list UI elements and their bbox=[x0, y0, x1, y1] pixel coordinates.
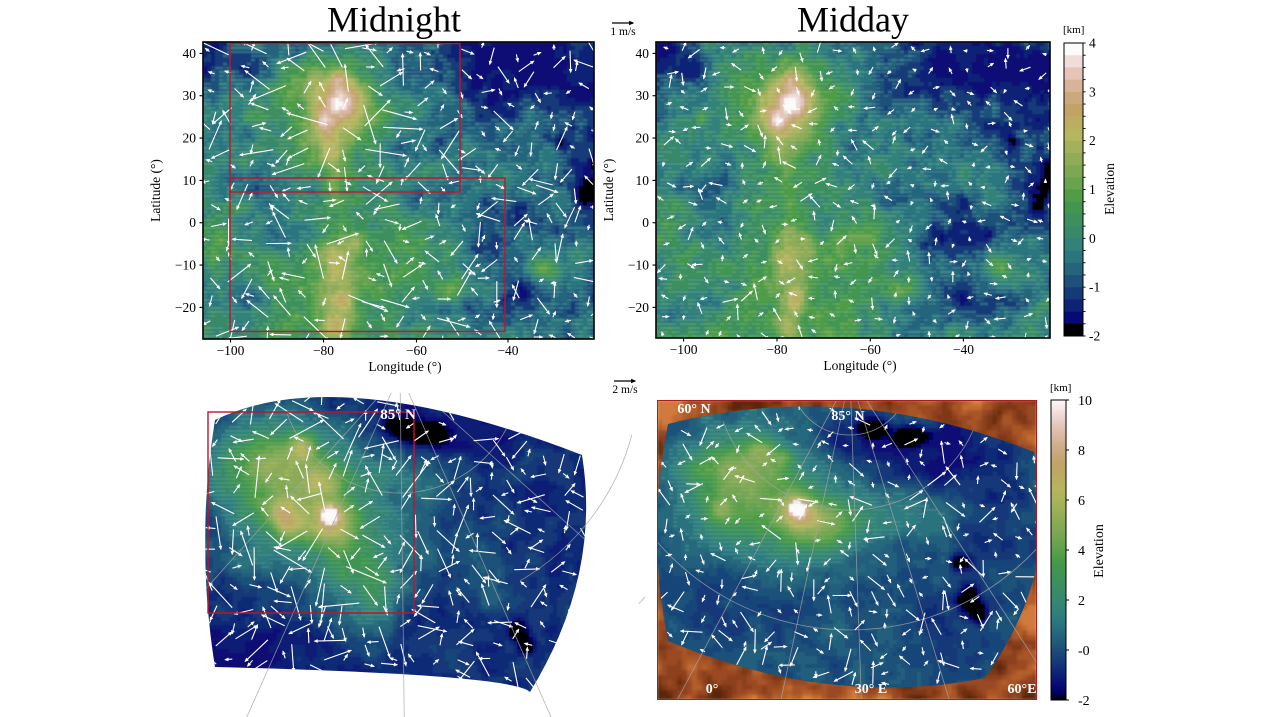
svg-text:20: 20 bbox=[183, 131, 197, 146]
svg-text:3: 3 bbox=[1089, 84, 1096, 99]
svg-text:Longitude (°): Longitude (°) bbox=[368, 359, 441, 374]
svg-text:0: 0 bbox=[1089, 231, 1096, 246]
svg-text:[km]: [km] bbox=[1063, 24, 1084, 36]
svg-text:Longitude (°): Longitude (°) bbox=[823, 358, 896, 373]
svg-text:−40: −40 bbox=[953, 342, 974, 357]
svg-text:Latitude (°): Latitude (°) bbox=[601, 159, 616, 222]
svg-text:[km]: [km] bbox=[1050, 382, 1071, 394]
svg-text:−80: −80 bbox=[313, 343, 334, 358]
svg-text:−100: −100 bbox=[670, 342, 698, 357]
svg-text:30: 30 bbox=[183, 88, 197, 103]
svg-text:−80: −80 bbox=[766, 342, 787, 357]
svg-text:−20: −20 bbox=[175, 300, 196, 315]
svg-text:60° N: 60° N bbox=[677, 402, 710, 417]
svg-text:85° N: 85° N bbox=[831, 409, 864, 424]
svg-text:0: 0 bbox=[189, 215, 196, 230]
svg-text:60°E: 60°E bbox=[1008, 682, 1037, 697]
svg-text:30: 30 bbox=[636, 88, 650, 103]
svg-text:2 m/s: 2 m/s bbox=[612, 384, 638, 396]
svg-text:85° N: 85° N bbox=[380, 407, 416, 423]
svg-text:-2: -2 bbox=[1078, 694, 1090, 709]
svg-text:Elevation: Elevation bbox=[1102, 163, 1117, 215]
svg-text:2: 2 bbox=[1078, 594, 1085, 609]
svg-text:-1: -1 bbox=[1089, 280, 1100, 295]
svg-text:4: 4 bbox=[1089, 36, 1096, 51]
svg-text:8: 8 bbox=[1078, 444, 1085, 459]
svg-text:20: 20 bbox=[636, 131, 650, 146]
svg-text:−100: −100 bbox=[217, 343, 245, 358]
svg-text:-0: -0 bbox=[1078, 644, 1090, 659]
svg-text:6: 6 bbox=[1078, 494, 1085, 509]
svg-text:10: 10 bbox=[183, 173, 197, 188]
svg-text:4: 4 bbox=[1078, 544, 1085, 559]
svg-text:0°: 0° bbox=[706, 682, 719, 697]
svg-text:-2: -2 bbox=[1089, 329, 1100, 344]
svg-text:1: 1 bbox=[1089, 182, 1096, 197]
svg-text:2: 2 bbox=[1089, 133, 1096, 148]
svg-text:40: 40 bbox=[183, 46, 197, 61]
svg-text:40: 40 bbox=[636, 46, 650, 61]
svg-text:0: 0 bbox=[642, 215, 649, 230]
svg-text:Midday: Midday bbox=[797, 0, 909, 40]
svg-text:Midnight: Midnight bbox=[327, 0, 461, 40]
svg-text:−60: −60 bbox=[406, 343, 427, 358]
svg-text:Elevation: Elevation bbox=[1092, 524, 1107, 578]
svg-text:−10: −10 bbox=[175, 258, 196, 273]
svg-text:30° E: 30° E bbox=[855, 682, 887, 697]
svg-text:−40: −40 bbox=[497, 343, 518, 358]
svg-text:1 m/s: 1 m/s bbox=[610, 26, 636, 38]
svg-text:Latitude (°): Latitude (°) bbox=[148, 159, 163, 222]
svg-text:10: 10 bbox=[636, 173, 650, 188]
svg-text:−20: −20 bbox=[628, 300, 649, 315]
svg-text:10: 10 bbox=[1078, 394, 1092, 409]
svg-text:−60: −60 bbox=[860, 342, 881, 357]
svg-text:−10: −10 bbox=[628, 258, 649, 273]
